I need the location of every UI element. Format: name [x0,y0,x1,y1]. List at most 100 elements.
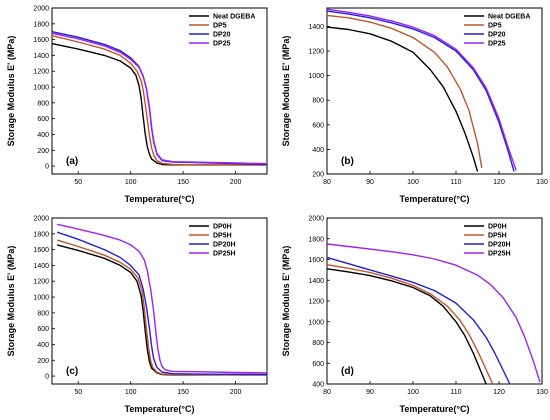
y-tick-label: 1800 [33,21,49,28]
x-tick-label: 50 [74,389,82,396]
legend-label: Neat DGEBA [488,14,530,21]
legend-label: DP25H [213,251,236,258]
y-axis-title: Storage Modulus E' (MPa) [281,36,291,147]
y-tick-label: 400 [312,382,324,389]
x-axis-title: Temperature(°C) [125,404,195,414]
y-tick-label: 0 [45,374,49,381]
y-tick-label: 200 [312,172,324,179]
x-tick-label: 90 [366,389,374,396]
y-tick-label: 1000 [308,319,324,326]
legend-label: DP25 [213,41,231,48]
y-tick-label: 1000 [33,295,49,302]
x-tick-label: 110 [450,179,461,186]
chart-panel-c: 50 100 150 200 0 200 400 600 800 1000 1200 1400 1600… [0,210,275,420]
y-tick-label: 1600 [308,257,324,264]
y-tick-label: 1800 [33,231,49,238]
legend-label: DP20 [488,32,506,39]
legend-label: DP0H [488,224,507,231]
series-line [51,35,267,166]
y-tick-label: 1800 [308,236,324,243]
chart-svg: 50 100 150 20002004006008001000120014001600… [6,6,268,204]
x-tick-label: 200 [230,179,242,186]
x-tick-label: 80 [323,179,331,186]
series-line [51,42,267,166]
x-tick-label: 120 [493,389,505,396]
x-tick-label: 80 [323,389,331,396]
series-line [57,244,267,376]
chart-svg: 80 90 100 110 120 130 200 400 600 800 1000 1200 1400… [281,7,548,204]
x-tick-label: 150 [177,179,189,186]
y-tick-label: 1200 [308,49,324,56]
y-tick-label: 1200 [33,279,49,286]
y-tick-label: 0 [45,164,49,171]
y-axis-title: Storage Modulus E' (MPa) [281,246,291,357]
chart-svg: 80 90 100 110 120 130 400 600 800 1000 1200 1400 160… [281,216,548,415]
legend-label: DP25 [488,41,506,48]
y-tick-label: 400 [312,147,324,154]
y-tick-label: 1000 [308,73,324,80]
legend-label: DP5H [488,233,507,240]
series-line [51,31,268,166]
series-line [326,10,515,172]
x-tick-label: 110 [450,389,461,396]
panel-label: (b) [341,156,354,167]
x-tick-label: 120 [493,179,505,186]
series-line [57,223,268,374]
y-tick-label: 1400 [308,278,324,285]
x-axis-title: Temperature(°C) [400,404,470,414]
y-tick-label: 1600 [33,37,49,44]
y-tick-label: 200 [37,358,49,365]
legend-label: DP5 [488,23,502,30]
chart-panel-a: 50 100 150 200 0 200 400 600 800 1000 1200 1400 1600… [0,0,275,210]
y-axis-title: Storage Modulus E' (MPa) [6,36,16,147]
y-tick-label: 800 [312,98,324,105]
y-tick-label: 2000 [33,216,49,223]
series-line [326,268,487,385]
y-tick-label: 2000 [308,216,324,223]
y-tick-label: 800 [37,100,49,107]
series-line [56,231,268,376]
legend-label: DP25H [488,251,511,258]
series-line [326,8,517,171]
x-tick-label: 100 [125,389,137,396]
y-tick-label: 400 [37,132,49,139]
plot-frame [51,7,268,175]
x-tick-label: 50 [74,179,82,186]
y-tick-label: 1400 [33,53,49,60]
y-tick-label: 800 [37,310,49,317]
x-tick-label: 100 [407,179,419,186]
x-axis-title: Temperature(°C) [125,194,195,204]
chart-panel-b: 80 90 100 110 120 130 200 400 600 800 1000 1200 1400… [275,0,550,210]
panel-label: (c) [66,366,78,377]
chart-panel-d: 80 90 100 110 120 130 400 600 800 1000 1200 1400 160… [275,210,550,420]
y-tick-label: 800 [312,340,324,347]
legend-label: DP20H [213,242,236,249]
y-tick-label: 600 [37,326,49,333]
y-tick-label: 600 [37,116,49,123]
plot-frame [326,7,543,175]
legend-label: DP20 [213,32,231,39]
y-axis-title: Storage Modulus E' (MPa) [6,246,16,357]
x-tick-label: 130 [536,389,548,396]
series-line [51,32,268,165]
x-tick-label: 130 [536,179,548,186]
y-tick-label: 1400 [33,263,49,270]
y-tick-label: 2000 [33,6,49,13]
y-tick-label: 1400 [308,24,324,31]
legend-label: DP5H [213,233,232,240]
x-tick-label: 150 [177,389,189,396]
x-tick-label: 100 [125,179,137,186]
y-tick-label: 1600 [33,247,49,254]
y-tick-label: 600 [312,122,324,129]
y-tick-label: 1000 [33,85,49,92]
x-tick-label: 200 [230,389,242,396]
series-line [326,14,483,169]
legend-label: DP0H [213,224,232,231]
x-axis-title: Temperature(°C) [400,194,470,204]
panel-label: (d) [341,366,354,377]
y-tick-label: 600 [312,361,324,368]
legend-label: Neat DGEBA [213,14,255,21]
series-line [326,256,511,385]
y-tick-label: 400 [37,342,49,349]
